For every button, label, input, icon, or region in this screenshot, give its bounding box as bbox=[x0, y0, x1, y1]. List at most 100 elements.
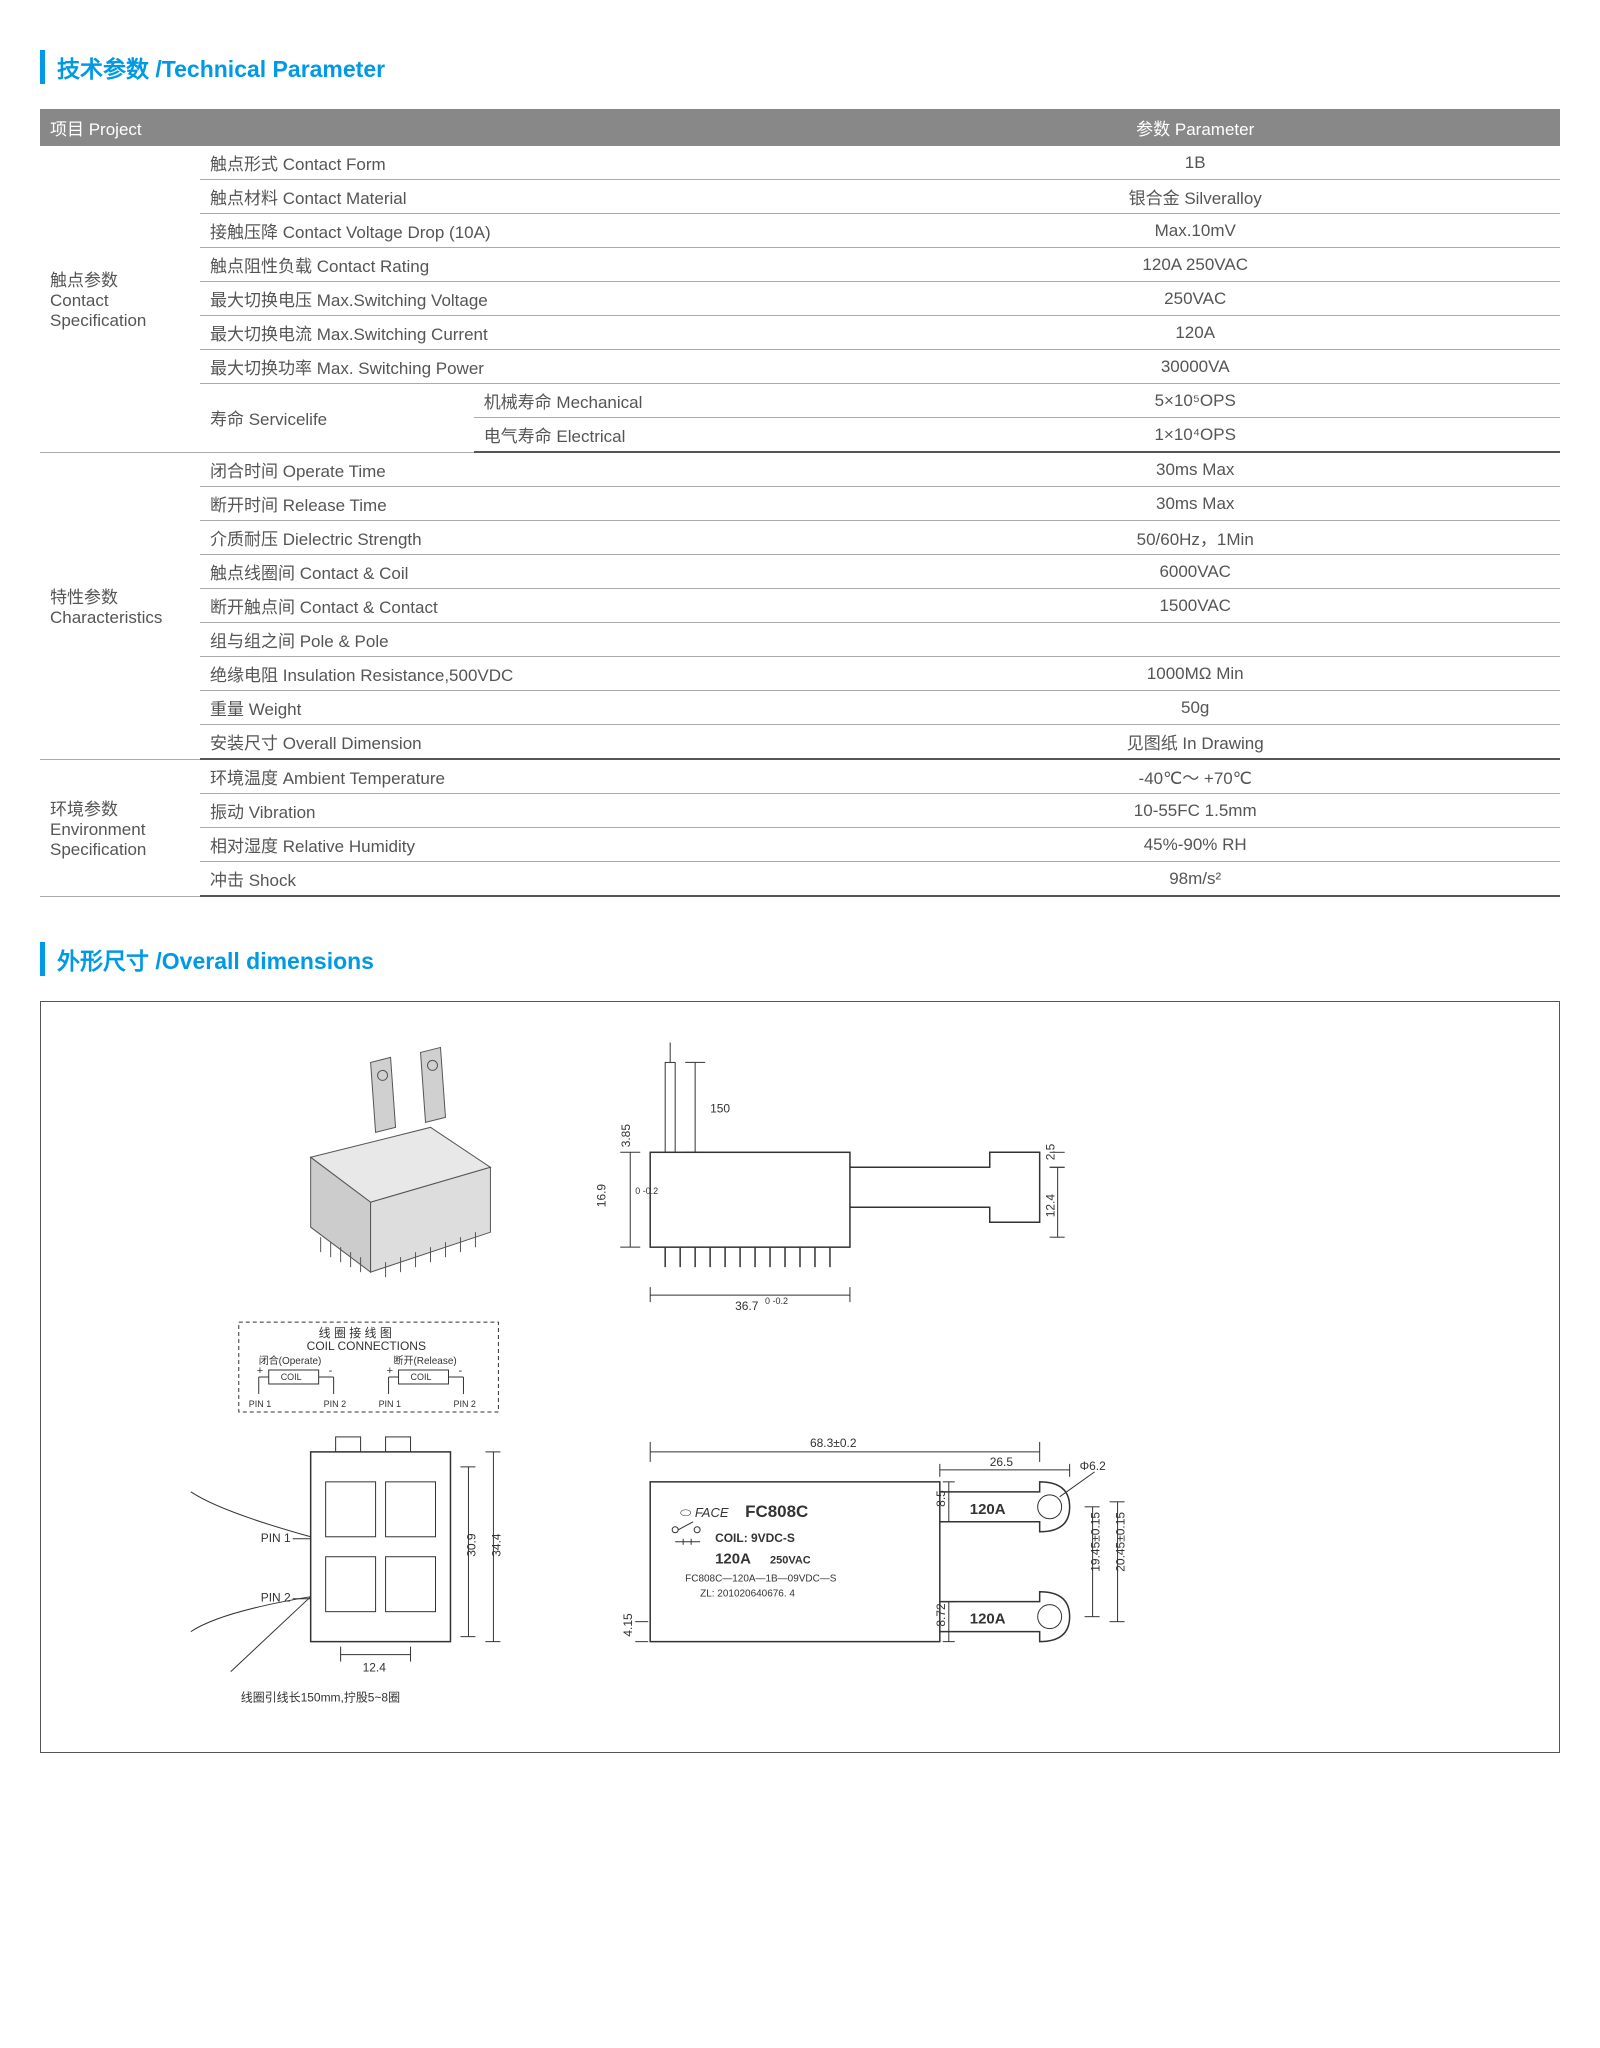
row-label: 寿命 Servicelife bbox=[200, 384, 474, 453]
row-label: 介质耐压 Dielectric Strength bbox=[200, 521, 830, 555]
section-dimensions-title: 外形尺寸 /Overall dimensions bbox=[40, 942, 1560, 976]
svg-text:4.15: 4.15 bbox=[621, 1613, 635, 1637]
svg-text:12.4: 12.4 bbox=[1044, 1194, 1058, 1218]
dimensions-drawing: 150 3.85 16.9 0 -0.2 36.7 0 -0.2 2.5 12.… bbox=[40, 1001, 1560, 1753]
row-value: Max.10mV bbox=[830, 214, 1560, 248]
svg-text:断开(Release): 断开(Release) bbox=[394, 1354, 457, 1367]
coil-connections-icon: 线 圈 接 线 图 COIL CONNECTIONS 闭合(Operate) 断… bbox=[239, 1322, 499, 1412]
row-value: 120A 250VAC bbox=[830, 248, 1560, 282]
spec-table: 项目 Project 参数 Parameter 触点参数 Contact Spe… bbox=[40, 109, 1560, 897]
front-view-icon: PIN 1 PIN 2 30.9 34.4 12.4 线圈引线长150mm,拧股… bbox=[191, 1437, 504, 1705]
svg-text:PIN 1: PIN 1 bbox=[261, 1531, 291, 1545]
row-value: 10-55FC 1.5mm bbox=[830, 794, 1560, 828]
row-value: 30ms Max bbox=[830, 452, 1560, 487]
svg-text:ZL: 201020640676. 4: ZL: 201020640676. 4 bbox=[700, 1589, 795, 1600]
svg-text:12.4: 12.4 bbox=[363, 1661, 387, 1675]
row-label: 机械寿命 Mechanical bbox=[474, 384, 831, 418]
header-project: 项目 Project bbox=[40, 109, 830, 146]
svg-text:-: - bbox=[329, 1365, 333, 1377]
svg-text:COIL CONNECTIONS: COIL CONNECTIONS bbox=[307, 1339, 426, 1353]
row-label: 最大切换电压 Max.Switching Voltage bbox=[200, 282, 830, 316]
svg-text:PIN 1: PIN 1 bbox=[249, 1399, 271, 1409]
svg-text:PIN 2: PIN 2 bbox=[324, 1399, 346, 1409]
svg-text:0 -0.2: 0 -0.2 bbox=[765, 1296, 788, 1306]
row-label: 电气寿命 Electrical bbox=[474, 418, 831, 453]
svg-text:34.4: 34.4 bbox=[489, 1533, 503, 1557]
svg-text:250VAC: 250VAC bbox=[770, 1555, 811, 1567]
svg-text:120A: 120A bbox=[715, 1551, 751, 1568]
row-value: 50/60Hz，1Min bbox=[830, 521, 1560, 555]
cat-environment: 环境参数 Environment Specification bbox=[40, 759, 200, 896]
svg-text:150: 150 bbox=[710, 1101, 730, 1115]
side-elevation-icon: 150 3.85 16.9 0 -0.2 36.7 0 -0.2 2.5 12.… bbox=[594, 1042, 1064, 1313]
top-view-icon: ⬭ FACE FC808C COIL: 9VDC-S 120A 250VAC F… bbox=[621, 1436, 1127, 1642]
svg-text:26.5: 26.5 bbox=[990, 1455, 1014, 1469]
row-value: 1000MΩ Min bbox=[830, 657, 1560, 691]
row-label: 闭合时间 Operate Time bbox=[200, 452, 830, 487]
row-label: 相对湿度 Relative Humidity bbox=[200, 828, 830, 862]
row-label: 断开触点间 Contact & Contact bbox=[200, 589, 830, 623]
svg-text:闭合(Operate): 闭合(Operate) bbox=[259, 1354, 322, 1367]
header-parameter: 参数 Parameter bbox=[830, 109, 1560, 146]
row-label: 安装尺寸 Overall Dimension bbox=[200, 725, 830, 760]
row-label: 触点线圈间 Contact & Coil bbox=[200, 555, 830, 589]
svg-text:COIL: COIL bbox=[411, 1372, 432, 1382]
svg-text:19.45±0.15: 19.45±0.15 bbox=[1089, 1512, 1103, 1572]
cat-characteristics: 特性参数 Characteristics bbox=[40, 452, 200, 759]
row-label: 绝缘电阻 Insulation Resistance,500VDC bbox=[200, 657, 830, 691]
svg-text:⬭ FACE: ⬭ FACE bbox=[680, 1505, 729, 1520]
row-value: 5×10⁵OPS bbox=[830, 384, 1560, 418]
svg-text:36.7: 36.7 bbox=[735, 1299, 759, 1313]
svg-text:COIL: 9VDC-S: COIL: 9VDC-S bbox=[715, 1531, 795, 1545]
row-label: 最大切换功率 Max. Switching Power bbox=[200, 350, 830, 384]
svg-text:PIN 2: PIN 2 bbox=[261, 1591, 291, 1605]
svg-text:120A: 120A bbox=[970, 1501, 1006, 1518]
row-value: -40℃～ +70℃ bbox=[830, 759, 1560, 794]
row-label: 触点阻性负载 Contact Rating bbox=[200, 248, 830, 282]
svg-text:PIN 1: PIN 1 bbox=[379, 1399, 401, 1409]
cat-contact: 触点参数 Contact Specification bbox=[40, 146, 200, 452]
row-value: 50g bbox=[830, 691, 1560, 725]
section-tech-params-title: 技术参数 /Technical Parameter bbox=[40, 50, 1560, 84]
row-label: 触点形式 Contact Form bbox=[200, 146, 830, 180]
row-value: 1500VAC bbox=[830, 589, 1560, 623]
svg-text:线 圈 接 线 图: 线 圈 接 线 图 bbox=[319, 1325, 392, 1340]
row-label: 最大切换电流 Max.Switching Current bbox=[200, 316, 830, 350]
svg-text:2.5: 2.5 bbox=[1044, 1143, 1058, 1160]
row-value: 见图纸 In Drawing bbox=[830, 725, 1560, 760]
svg-text:0 -0.2: 0 -0.2 bbox=[635, 1186, 658, 1196]
svg-text:30.9: 30.9 bbox=[464, 1533, 478, 1557]
svg-text:线圈引线长150mm,拧股5~8圈: 线圈引线长150mm,拧股5~8圈 bbox=[241, 1691, 400, 1705]
row-label: 环境温度 Ambient Temperature bbox=[200, 759, 830, 794]
svg-text:PIN 2: PIN 2 bbox=[453, 1399, 475, 1409]
svg-text:-: - bbox=[458, 1365, 462, 1377]
relay-iso-icon bbox=[311, 1047, 491, 1277]
svg-text:16.9: 16.9 bbox=[594, 1184, 608, 1208]
row-value: 250VAC bbox=[830, 282, 1560, 316]
svg-text:FC808C: FC808C bbox=[745, 1502, 808, 1521]
row-label: 触点材料 Contact Material bbox=[200, 180, 830, 214]
row-label: 断开时间 Release Time bbox=[200, 487, 830, 521]
svg-text:COIL: COIL bbox=[281, 1372, 302, 1382]
row-value: 银合金 Silveralloy bbox=[830, 180, 1560, 214]
row-value: 30ms Max bbox=[830, 487, 1560, 521]
row-label: 接触压降 Contact Voltage Drop (10A) bbox=[200, 214, 830, 248]
svg-text:FC808C—120A—1B—09VDC—S: FC808C—120A—1B—09VDC—S bbox=[685, 1574, 837, 1585]
row-value: 98m/s² bbox=[830, 862, 1560, 897]
row-value: 6000VAC bbox=[830, 555, 1560, 589]
svg-text:120A: 120A bbox=[970, 1611, 1006, 1628]
row-label: 冲击 Shock bbox=[200, 862, 830, 897]
svg-text:8.72: 8.72 bbox=[934, 1603, 948, 1627]
svg-text:20.45±0.15: 20.45±0.15 bbox=[1114, 1512, 1128, 1572]
row-label: 组与组之间 Pole & Pole bbox=[200, 623, 830, 657]
row-value bbox=[830, 623, 1560, 657]
svg-text:68.3±0.2: 68.3±0.2 bbox=[810, 1436, 857, 1450]
row-label: 重量 Weight bbox=[200, 691, 830, 725]
svg-text:Φ6.2: Φ6.2 bbox=[1080, 1459, 1107, 1473]
row-label: 振动 Vibration bbox=[200, 794, 830, 828]
row-value: 1B bbox=[830, 146, 1560, 180]
row-value: 45%-90% RH bbox=[830, 828, 1560, 862]
svg-text:+: + bbox=[387, 1365, 393, 1377]
row-value: 1×10⁴OPS bbox=[830, 418, 1560, 453]
row-value: 120A bbox=[830, 316, 1560, 350]
